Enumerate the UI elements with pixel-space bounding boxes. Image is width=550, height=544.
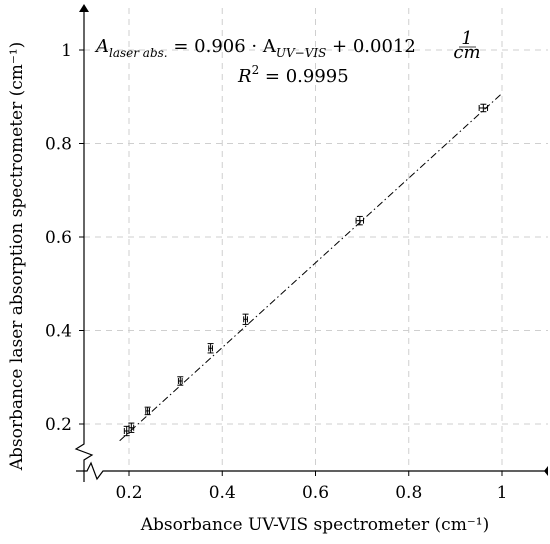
equation-mid-subscript: UV−VIS (276, 46, 326, 60)
x-tick-label: 1 (497, 483, 508, 503)
data-point (128, 422, 135, 433)
equation-rhs: + 0.0012 (326, 36, 416, 57)
grid (84, 8, 548, 471)
unit-denominator: cm (453, 42, 480, 63)
y-axis-arrow (79, 4, 89, 12)
data-point (207, 343, 214, 354)
y-tick-label: 0.8 (45, 135, 72, 155)
x-tick-label: 0.4 (209, 483, 236, 503)
r-squared-exponent: 2 (252, 63, 260, 77)
data-point (478, 103, 489, 113)
y-axis-line (74, 8, 94, 482)
equation-unit-fraction: 1 cm (453, 28, 480, 63)
y-axis-label: Absorbance laser absorption spectrometer… (7, 42, 27, 472)
fit-line (119, 93, 503, 442)
unit-numerator: 1 (461, 28, 472, 49)
axes (74, 4, 548, 482)
x-axis-line (76, 461, 548, 481)
x-tick-label: 0.8 (395, 483, 422, 503)
fit-equation: Alaser abs. = 0.906 · AUV−VIS + 0.0012 (94, 36, 416, 60)
r-squared-value: = 0.9995 (259, 66, 349, 87)
r-squared: R2 = 0.9995 (237, 63, 349, 87)
data-points (123, 103, 489, 437)
tick-labels: 0.2 0.4 0.6 0.8 1 0.2 0.4 0.6 0.8 1 (45, 41, 507, 503)
data-point (355, 215, 365, 226)
x-axis-label: Absorbance UV-VIS spectrometer (cm⁻¹) (140, 515, 489, 535)
y-tick-label: 0.2 (45, 415, 72, 435)
x-axis-arrow (544, 466, 548, 476)
x-tick-label: 0.6 (302, 483, 329, 503)
x-tick-label: 0.2 (115, 483, 142, 503)
data-point (242, 313, 249, 325)
equation-lhs: A (94, 36, 109, 57)
equation-lhs-subscript: laser abs. (109, 46, 168, 60)
y-tick-label: 0.4 (45, 322, 72, 342)
y-tick-label: 1 (61, 41, 72, 61)
data-point (144, 406, 151, 416)
r-squared-label: R (237, 66, 252, 87)
equation-mid: = 0.906 · A (168, 36, 277, 57)
y-tick-label: 0.6 (45, 228, 72, 248)
data-point (123, 425, 130, 437)
data-point (177, 376, 184, 386)
